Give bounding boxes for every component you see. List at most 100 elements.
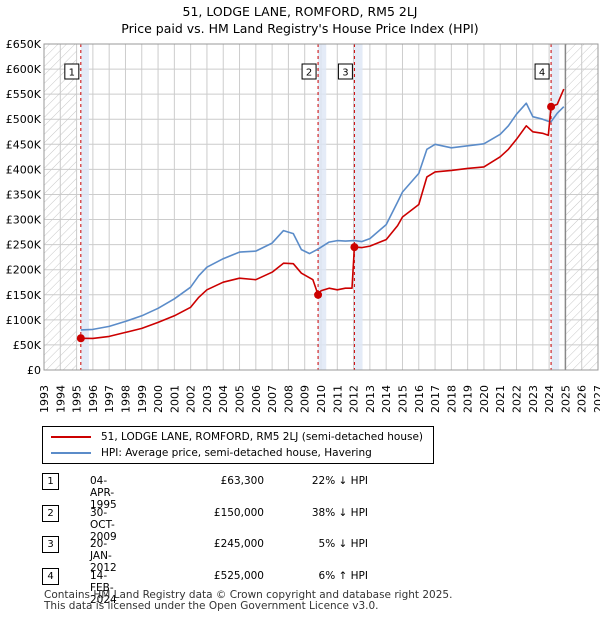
x-tick-label: 2012 <box>348 385 361 413</box>
x-tick-label: 2006 <box>250 385 263 413</box>
x-tick-label: 2026 <box>576 385 589 413</box>
x-tick-label: 2010 <box>315 385 328 413</box>
chart-title: 51, LODGE LANE, ROMFORD, RM5 2LJ <box>182 4 418 19</box>
sale-point <box>76 334 85 343</box>
x-tick-label: 2016 <box>413 385 426 413</box>
y-tick-label: £450K <box>6 138 42 151</box>
sale-points <box>76 102 556 343</box>
x-tick-label: 2004 <box>217 385 230 413</box>
sale-label-box <box>64 63 80 80</box>
x-tick-label: 1997 <box>103 385 116 413</box>
axes: £0 £50K £100K £150K £200K £250K £300K £350K £400… <box>6 38 600 413</box>
x-tick-label: 2023 <box>527 385 540 413</box>
sale-shade <box>354 44 363 370</box>
y-tick-label: £300K <box>6 214 42 227</box>
legend-swatch-property <box>51 436 91 438</box>
y-tick-label: £500K <box>6 113 42 126</box>
y-tick-label: £350K <box>6 188 42 201</box>
sale-price: £525,000 <box>213 569 264 582</box>
sale-label-text: 4 <box>539 68 545 79</box>
footer-copyright: Contains HM Land Registry data © Crown c… <box>44 589 453 601</box>
sale-hpi-diff: 6% ↑ HPI <box>318 569 368 582</box>
sale-label-text: 1 <box>69 68 75 79</box>
sale-vlines <box>80 44 552 370</box>
sale-label-box <box>301 63 317 80</box>
sale-badge: 2 <box>42 504 59 522</box>
x-tick-label: 2019 <box>462 385 475 413</box>
sale-hpi-diff: 22% ↓ HPI <box>311 475 368 487</box>
x-tick-label: 2018 <box>445 385 458 413</box>
y-tick-label: £550K <box>6 88 42 101</box>
sale-label-text: 3 <box>342 68 348 79</box>
y-tick-label: £650K <box>6 38 42 51</box>
x-tick-label: 1995 <box>71 385 84 413</box>
sale-price: £63,300 <box>220 475 264 487</box>
y-tick-label: £150K <box>6 289 42 302</box>
legend-item-hpi: HPI: Average price, semi-detached house,… <box>51 446 372 460</box>
y-tick-label: £0 <box>27 364 41 377</box>
x-tick-label: 1996 <box>87 385 100 413</box>
sale-date: 04-APR-1995 <box>90 475 117 511</box>
x-tick-label: 2007 <box>266 385 279 413</box>
hatch-after <box>565 44 598 370</box>
x-tick-label: 2022 <box>511 385 524 413</box>
x-tick-label: 2003 <box>201 385 214 413</box>
x-tick-label: 2009 <box>299 385 312 413</box>
sale-hpi-diff: 38% ↓ HPI <box>311 506 368 519</box>
x-tick-label: 2014 <box>380 385 393 413</box>
x-tick-label: 1999 <box>136 385 149 413</box>
sale-shade <box>80 44 89 370</box>
footer-licence: This data is licensed under the Open Gov… <box>44 600 379 612</box>
sale-badge: 1 <box>42 473 59 490</box>
sale-shade <box>318 44 327 370</box>
sale-label-text: 2 <box>306 68 312 79</box>
sale-labels: 1 2 3 4 <box>64 63 550 80</box>
sale-shades <box>80 44 560 370</box>
x-tick-label: 1993 <box>38 385 51 413</box>
property-line <box>80 88 565 340</box>
price-chart: 1 2 3 4 £0 £50K £100K £150K £200K £250K £300K £350… <box>6 38 600 413</box>
legend-swatch-hpi <box>51 452 91 454</box>
chart-subtitle: Price paid vs. HM Land Registry's House … <box>121 21 479 36</box>
x-tick-label: 2017 <box>429 385 442 413</box>
x-tick-label: 2015 <box>396 385 409 413</box>
y-tick-label: £250K <box>6 239 42 252</box>
sale-hpi-diff: 5% ↓ HPI <box>318 538 368 550</box>
x-tick-label: 2008 <box>282 385 295 413</box>
x-tick-label: 1994 <box>54 385 67 413</box>
legend: 51, LODGE LANE, ROMFORD, RM5 2LJ (semi-d… <box>42 426 434 464</box>
y-tick-label: £600K <box>6 63 42 76</box>
x-tick-label: 2000 <box>152 385 165 413</box>
y-tick-label: £100K <box>6 314 42 327</box>
hpi-line <box>80 102 565 331</box>
x-tick-label: 2021 <box>494 385 507 413</box>
x-tick-label: 2013 <box>364 385 377 413</box>
x-tick-label: 2011 <box>331 385 344 413</box>
x-tick-label: 1998 <box>119 385 132 413</box>
sale-point <box>350 243 359 252</box>
sale-point <box>314 290 323 299</box>
sale-label-box <box>337 63 353 80</box>
y-tick-label: £200K <box>6 264 42 277</box>
sale-price: £150,000 <box>213 506 264 519</box>
sale-date: 30-OCT-2009 <box>90 506 117 543</box>
sale-badge: 3 <box>42 536 59 553</box>
x-tick-label: 2020 <box>478 385 491 413</box>
sale-date: 20-JAN-2012 <box>90 538 117 574</box>
legend-item-property: 51, LODGE LANE, ROMFORD, RM5 2LJ (semi-d… <box>51 430 423 444</box>
y-tick-label: £400K <box>6 163 42 176</box>
sale-point <box>547 102 556 111</box>
sale-shade <box>551 44 560 370</box>
x-tick-label: 2027 <box>592 385 600 413</box>
hatch-before <box>44 44 77 370</box>
sale-price: £245,000 <box>213 538 264 550</box>
sale-label-box <box>534 63 550 80</box>
footer: Contains HM Land Registry data © Crown c… <box>44 590 452 612</box>
sale-badge: 4 <box>42 567 59 585</box>
y-tick-label: £50K <box>13 339 42 352</box>
plot-frame <box>43 43 599 371</box>
legend-label-hpi: HPI: Average price, semi-detached house,… <box>101 447 372 459</box>
sale-date: 14-FEB-2024 <box>90 569 117 606</box>
x-tick-label: 2001 <box>168 385 181 413</box>
x-tick-label: 2024 <box>543 385 556 413</box>
